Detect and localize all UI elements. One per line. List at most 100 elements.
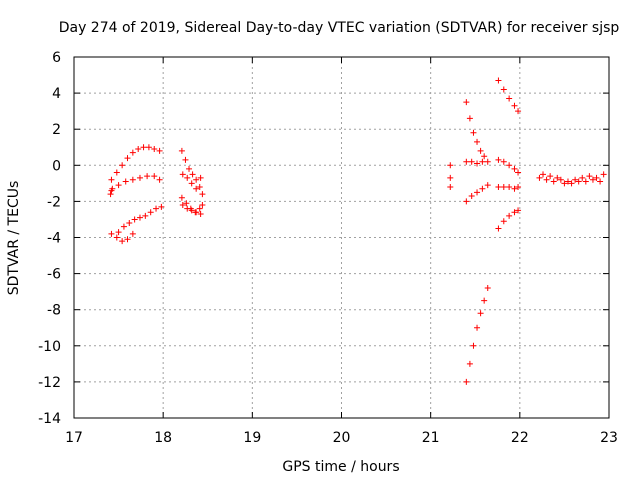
x-tick-label: 17 [65,430,83,446]
data-point-s18-p2 [550,178,557,185]
data-point-s19-p4 [568,180,575,187]
data-point-s0-p2 [119,162,126,169]
y-tick-label: -8 [47,303,61,319]
data-point-s10-p5 [481,153,488,160]
data-point-s15-p2 [506,162,513,169]
data-point-s2-p4 [129,230,136,237]
grid [74,57,609,418]
data-point-s1-p3 [129,176,136,183]
data-point-s10-p2 [470,129,477,136]
data-point-s8-p0 [179,202,186,209]
data-point-s15-p1 [500,158,507,165]
data-point-s0-p9 [156,147,163,154]
data-point-s12-p4 [484,182,491,189]
y-tick-label: -14 [38,411,61,427]
x-tick-label: 19 [243,430,261,446]
data-point-s0-p6 [140,144,147,151]
data-point-s3-p1 [120,223,127,230]
y-tick-label: 2 [52,122,61,138]
data-point-s5-p6 [199,191,206,198]
data-point-s8-p4 [197,211,204,218]
data-point-s18-p6 [579,174,586,181]
data-point-s6-p2 [188,180,195,187]
data-point-s15-p4 [515,169,522,176]
data-point-s6-p4 [197,174,204,181]
data-point-s7-p0 [178,194,185,201]
data-point-s14-p3 [511,102,518,109]
data-point-s19-p0 [540,171,547,178]
x-tick-label: 18 [154,430,172,446]
data-point-s6-p0 [179,171,186,178]
data-point-s3-p2 [126,220,133,227]
data-point-s3-p4 [136,214,143,221]
data-point-s1-p4 [136,174,143,181]
data-point-s5-p2 [186,165,193,172]
data-point-s17-p2 [506,212,513,219]
data-point-s13-p1 [466,360,473,367]
data-point-s2-p3 [124,236,131,243]
data-point-s7-p5 [199,202,206,209]
data-point-s12-p3 [479,185,486,192]
data-point-s3-p0 [115,229,122,236]
data-point-s18-p3 [557,176,564,183]
data-point-s13-p6 [484,285,491,292]
data-point-s8-p2 [188,207,195,214]
data-point-s3-p6 [147,209,154,216]
chart-title: Day 274 of 2019, Sidereal Day-to-day VTE… [59,20,620,36]
data-point-s18-p9 [600,171,607,178]
data-point-s1-p7 [156,176,163,183]
data-point-s18-p1 [543,176,550,183]
data-point-s16-p1 [500,183,507,190]
x-tick-labels: 17 18 19 20 21 22 23 [65,430,618,446]
data-point-s18-p0 [536,174,543,181]
data-point-s1-p2 [122,178,129,185]
y-tick-label: -12 [38,375,61,391]
data-point-s14-p4 [515,108,522,115]
data-point-s19-p8 [597,178,604,185]
data-point-s18-p7 [586,173,593,180]
data-point-s19-p1 [547,173,554,180]
y-tick-label: 0 [52,158,61,174]
data-point-s14-p2 [506,95,513,102]
y-tick-labels: -14 -12 -10 -8 -6 -4 -2 0 2 4 6 [38,50,61,427]
data-point-s19-p5 [575,178,582,185]
data-point-s19-p2 [554,174,561,181]
data-point-s15-p0 [495,156,502,163]
x-tick-label: 21 [422,430,440,446]
data-point-s5-p0 [178,147,185,154]
data-point-s3-p8 [158,203,165,210]
data-point-s18-p4 [564,178,571,185]
data-point-s4-p1 [109,185,116,192]
data-point-s0-p0 [108,176,115,183]
data-point-s16-p4 [515,183,522,190]
data-point-s11-p2 [474,160,481,167]
data-point-s0-p3 [124,155,131,162]
data-point-s7-p4 [196,205,203,212]
data-point-s1-p5 [144,173,151,180]
data-point-s0-p5 [135,146,142,153]
data-point-s4-p0 [107,191,114,198]
y-tick-label: -2 [47,194,61,210]
data-point-s16-p2 [506,183,513,190]
data-point-s2-p2 [119,238,126,245]
x-tick-label: 20 [333,430,351,446]
data-point-s5-p4 [193,176,200,183]
data-point-s0-p8 [151,146,158,153]
data-markers [107,77,607,385]
data-point-s2-p1 [113,234,120,241]
data-point-s13-p4 [477,310,484,317]
data-point-s13-p0 [463,378,470,385]
y-tick-label: -6 [47,267,61,283]
data-point-s13-p2 [470,342,477,349]
axis-ticks [73,56,610,419]
data-point-s11-p3 [479,158,486,165]
data-point-s13-p5 [481,297,488,304]
data-point-s9-p2 [447,183,454,190]
data-point-s14-p0 [495,77,502,84]
data-point-s19-p6 [582,178,589,185]
data-point-s10-p4 [477,147,484,154]
data-point-s17-p1 [500,218,507,225]
x-axis-label: GPS time / hours [282,459,399,475]
data-point-s16-p3 [511,185,518,192]
